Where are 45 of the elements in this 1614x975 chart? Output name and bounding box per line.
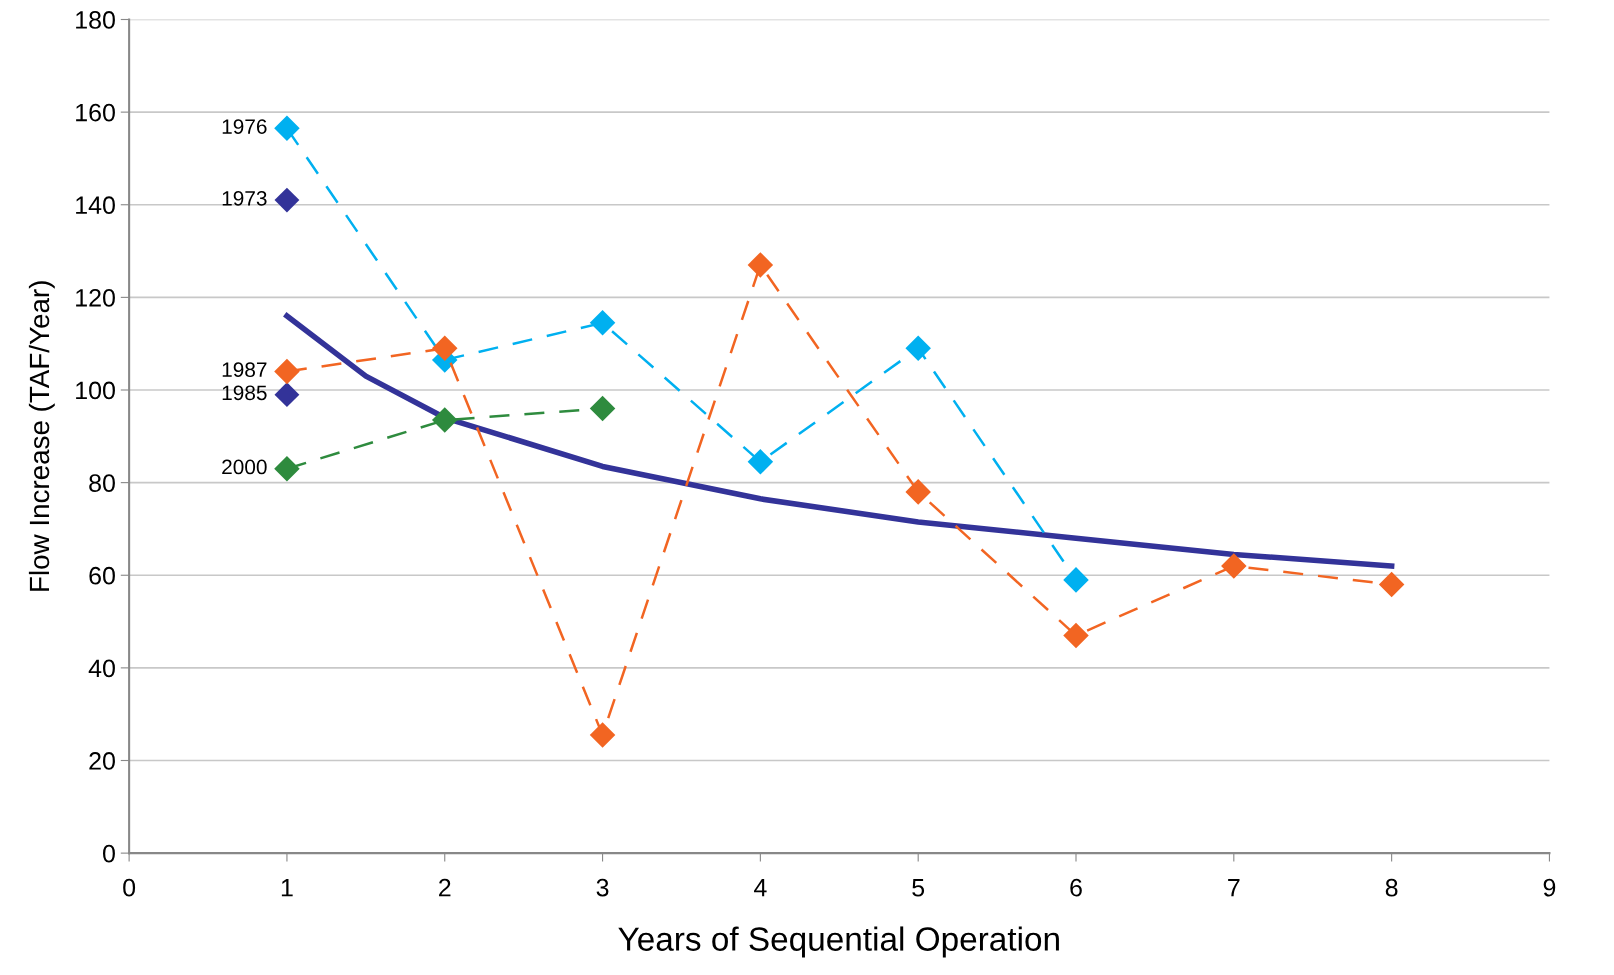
series-label: 1985 [222,385,267,401]
point [431,335,458,362]
point [747,252,774,278]
point [905,335,931,362]
point [747,449,774,475]
x-tick-label: 9 [1543,878,1556,897]
point [274,358,300,385]
point [274,115,300,142]
y-tick-label: 40 [88,659,115,678]
x-tick-label: 5 [912,879,925,897]
x-tick-label: 8 [1385,878,1398,897]
x-tick-label: 0 [123,878,136,897]
x-axis-title: Years of Sequential Operation [618,926,1059,958]
series-label: 1976 [222,119,267,134]
point [1221,553,1247,579]
x-tick-label: 3 [596,878,609,897]
y-tick-label: 160 [76,103,115,122]
x-tick-label: 7 [1228,879,1240,897]
point [431,407,458,433]
point [589,310,616,336]
point [905,479,931,505]
series-label: 1973 [222,190,267,206]
y-tick-label: 100 [76,381,115,400]
point [589,722,616,748]
point [589,395,616,422]
point [274,187,300,213]
y-tick-label: 60 [89,566,115,585]
y-tick-label: 120 [76,288,115,307]
point [1378,571,1405,598]
y-tick-label: 140 [76,196,115,215]
x-tick-label: 2 [439,878,451,897]
x-tick-label: 1 [281,879,293,897]
y-tick-label: 0 [103,844,115,863]
x-tick-label: 6 [1070,878,1082,897]
point [274,455,300,482]
y-tick-label: 180 [76,11,115,29]
point [1063,622,1089,649]
y-tick-label: 20 [89,752,115,770]
series-label: 1987 [222,362,267,378]
y-tick-label: 80 [89,474,115,492]
series-label: 2000 [222,459,267,475]
x-tick-label: 4 [754,879,767,897]
point [1063,567,1089,593]
y-axis-title: Flow Increase (TAF/Year) [28,281,55,591]
point [274,382,300,408]
